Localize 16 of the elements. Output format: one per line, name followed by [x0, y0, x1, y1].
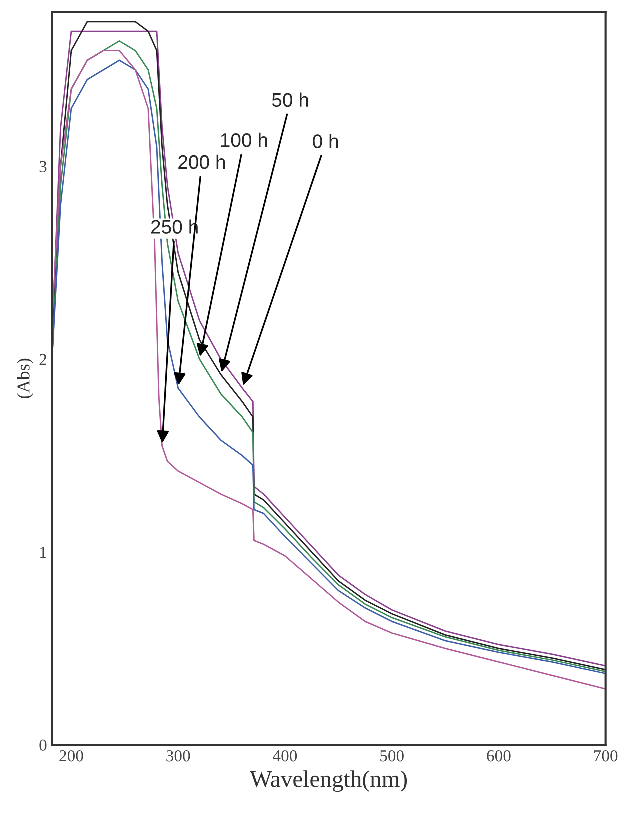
y-tick-label: 3: [40, 161, 47, 172]
y-tick-label: 0: [40, 740, 47, 752]
x-axis-title: Wavelength(nm): [250, 770, 408, 792]
x-tick-label: 400: [273, 750, 298, 762]
x-tick-label: 600: [487, 750, 511, 762]
y-tick-label: 2: [40, 354, 46, 366]
x-tick-label: 300: [166, 750, 190, 762]
x-tick-label: 200: [60, 750, 84, 762]
x-tick-label: 700: [594, 750, 618, 762]
y-tick-label: 1: [40, 547, 46, 558]
annotation: 0 h: [313, 134, 338, 148]
x-tick-label: 500: [380, 750, 404, 762]
y-axis-title: (Abs): [17, 358, 34, 398]
annotation: 100 h: [221, 132, 268, 148]
annotation: 200 h: [178, 154, 226, 170]
annotation: 50 h: [272, 92, 308, 108]
